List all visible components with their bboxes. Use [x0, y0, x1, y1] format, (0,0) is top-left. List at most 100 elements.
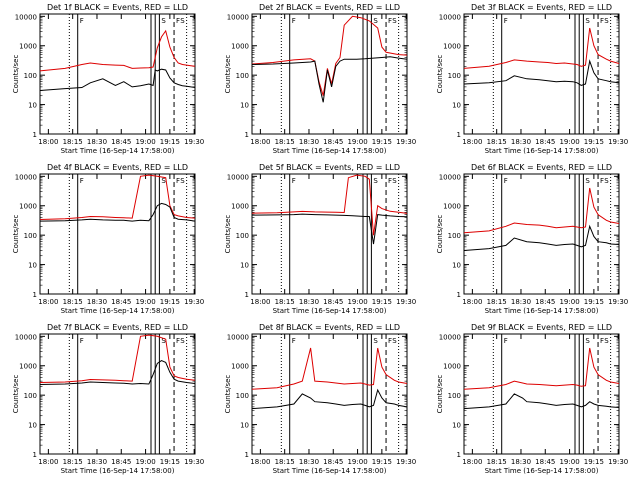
y-tick-label: 1000	[19, 363, 37, 371]
x-tick-label: 19:00	[135, 458, 155, 466]
x-tick-label: 19:15	[372, 298, 392, 306]
flag-label: F	[176, 337, 180, 345]
flag-label: S	[585, 177, 590, 185]
flag-label: F	[176, 177, 180, 185]
flag-label: S	[161, 177, 166, 185]
y-tick-label: 100	[236, 72, 249, 80]
y-axis-label: Counts/sec	[224, 55, 232, 94]
panel-9: Det 9f BLACK = Events, RED = LLD 1 10 100 10…	[436, 323, 628, 475]
x-tick-label: 18:45	[111, 458, 131, 466]
x-tick-label: 18:45	[535, 458, 555, 466]
x-tick-label: 18:00	[462, 298, 482, 306]
lld-series-line	[39, 174, 196, 220]
x-tick-label: 19:00	[347, 138, 367, 146]
y-tick-label: 100	[24, 72, 37, 80]
y-tick-label: 10000	[439, 333, 461, 341]
panel-title: Det 9f BLACK = Events, RED = LLD	[471, 323, 612, 332]
x-tick-label: 18:30	[299, 138, 319, 146]
lld-series-line	[251, 174, 408, 236]
plot-frame	[251, 13, 408, 135]
x-tick-label: 18:30	[87, 458, 107, 466]
y-tick-label: 1	[457, 131, 461, 139]
x-tick-label: 18:00	[38, 458, 58, 466]
x-tick-label: 19:30	[396, 298, 416, 306]
x-tick-label: 19:00	[135, 138, 155, 146]
x-tick-label: 18:15	[487, 138, 507, 146]
x-tick-label: 18:00	[250, 138, 270, 146]
x-tick-label: 19:00	[347, 458, 367, 466]
x-tick-label: 19:15	[584, 138, 604, 146]
plot-frame	[39, 173, 196, 295]
x-tick-label: 19:30	[608, 298, 628, 306]
x-tick-label: 18:00	[38, 298, 58, 306]
x-tick-label: 19:15	[372, 138, 392, 146]
panel-title: Det 6f BLACK = Events, RED = LLD	[471, 163, 612, 172]
flag-label: F	[504, 337, 508, 345]
panel-3: Det 3f BLACK = Events, RED = LLD 1 10 100 10…	[436, 3, 628, 155]
x-tick-label: 18:45	[111, 138, 131, 146]
y-tick-label: 100	[236, 392, 249, 400]
flag-label: F	[292, 17, 296, 25]
x-tick-label: 19:15	[584, 298, 604, 306]
y-tick-label: 10	[28, 422, 37, 430]
events-series-line	[463, 224, 620, 251]
plot-frame	[251, 173, 408, 295]
flag-label: F	[504, 177, 508, 185]
x-axis-label: Start Time (16-Sep-14 17:58:00)	[273, 467, 387, 475]
x-tick-label: 18:00	[250, 298, 270, 306]
x-tick-label: 19:30	[608, 138, 628, 146]
y-axis-label: Counts/sec	[12, 375, 20, 414]
panel-title: Det 2f BLACK = Events, RED = LLD	[259, 3, 400, 12]
y-tick-label: 1000	[231, 363, 249, 371]
y-tick-label: 10000	[439, 13, 461, 21]
panel-title: Det 1f BLACK = Events, RED = LLD	[47, 3, 188, 12]
plot-frame	[39, 13, 196, 135]
panel-title: Det 8f BLACK = Events, RED = LLD	[259, 323, 400, 332]
flag-label: F	[292, 337, 296, 345]
y-tick-label: 1	[245, 291, 249, 299]
x-axis-label: Start Time (16-Sep-14 17:58:00)	[61, 307, 175, 315]
x-tick-label: 18:00	[462, 138, 482, 146]
plot-frame	[39, 333, 196, 455]
lld-series-line	[251, 347, 408, 390]
y-axis-label: Counts/sec	[12, 215, 20, 254]
panel-2: Det 2f BLACK = Events, RED = LLD 1 10 100 10…	[224, 3, 416, 155]
y-tick-label: 10	[240, 102, 249, 110]
x-tick-label: 19:30	[184, 138, 204, 146]
x-tick-label: 18:30	[511, 138, 531, 146]
x-tick-label: 18:15	[63, 298, 83, 306]
x-tick-label: 18:15	[487, 298, 507, 306]
y-tick-label: 1000	[19, 203, 37, 211]
y-tick-label: 100	[24, 232, 37, 240]
x-tick-label: 19:15	[160, 138, 180, 146]
y-tick-label: 1	[457, 451, 461, 459]
y-axis-label: Counts/sec	[224, 215, 232, 254]
panel-5: Det 5f BLACK = Events, RED = LLD 1 10 100 10…	[224, 163, 416, 315]
flag-label: S	[373, 337, 378, 345]
y-axis-label: Counts/sec	[436, 55, 444, 94]
flag-label: S	[392, 177, 397, 185]
plot-frame	[463, 333, 620, 455]
x-tick-label: 18:45	[323, 458, 343, 466]
y-tick-label: 100	[448, 392, 461, 400]
flag-label: S	[180, 17, 185, 25]
x-tick-label: 18:30	[511, 458, 531, 466]
y-tick-label: 10	[240, 262, 249, 270]
events-series-line	[251, 388, 408, 410]
panel-title: Det 5f BLACK = Events, RED = LLD	[259, 163, 400, 172]
y-tick-label: 1000	[443, 363, 461, 371]
y-tick-label: 1000	[443, 43, 461, 51]
events-series-line	[251, 213, 408, 245]
y-tick-label: 1000	[231, 203, 249, 211]
flag-label: S	[180, 337, 185, 345]
flag-label: S	[180, 177, 185, 185]
y-tick-label: 10000	[227, 333, 249, 341]
x-tick-label: 18:15	[63, 138, 83, 146]
flag-label: S	[161, 337, 166, 345]
x-tick-label: 19:30	[396, 458, 416, 466]
x-tick-label: 18:45	[323, 298, 343, 306]
x-tick-label: 19:15	[584, 458, 604, 466]
x-tick-label: 19:30	[184, 458, 204, 466]
y-axis-label: Counts/sec	[436, 375, 444, 414]
lld-series-line	[463, 187, 620, 234]
